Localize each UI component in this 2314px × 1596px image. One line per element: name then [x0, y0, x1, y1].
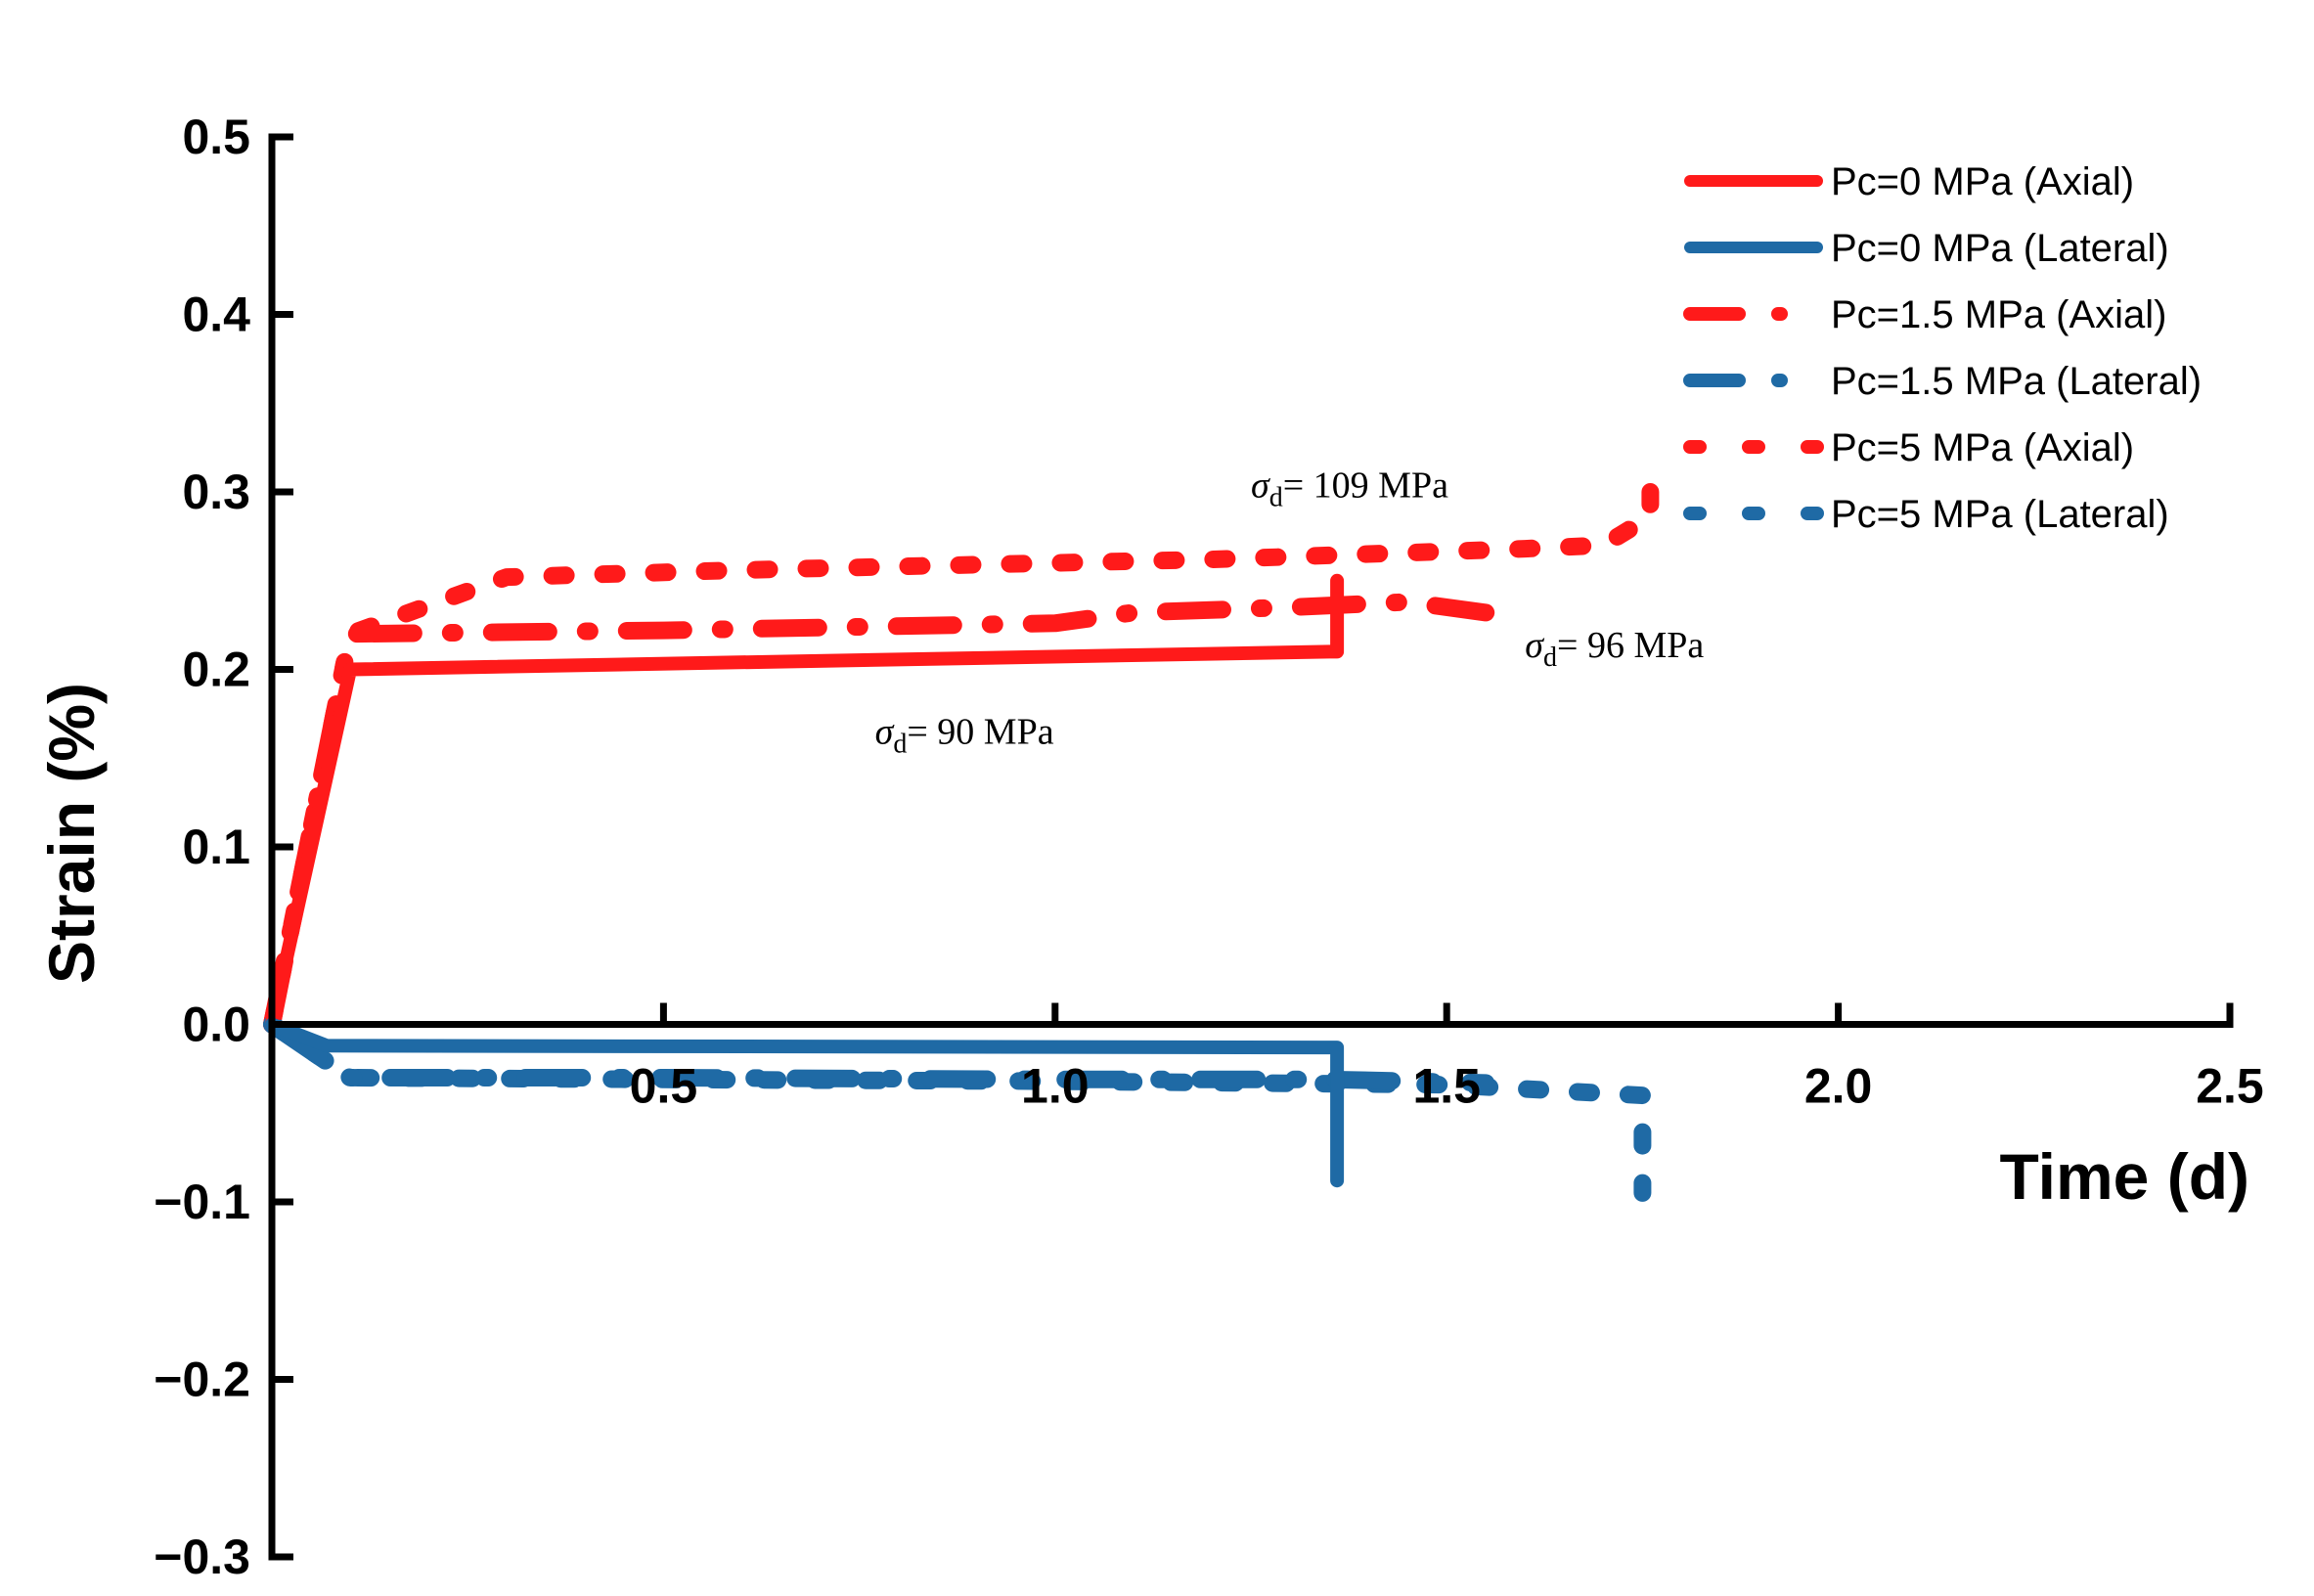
series-line-3	[263, 593, 1495, 1034]
legend-label: Pc=1.5 MPa (Lateral)	[1831, 360, 2202, 403]
series-line-1	[265, 573, 1345, 1032]
stress-annotation: σd= 90 MPa	[875, 712, 1054, 760]
x-axis-title: Time (d)	[2000, 1140, 2249, 1213]
annotations: σd= 90 MPa σd= 109 MPa σd= 96 MPa	[875, 465, 1705, 759]
series-line-4	[263, 1015, 1495, 1092]
legend-label: Pc=5 MPa (Lateral)	[1831, 493, 2169, 536]
y-tick-label: 0.5	[182, 110, 250, 164]
series-line-2	[265, 1017, 1345, 1188]
y-tick-label: 0.1	[182, 820, 250, 874]
legend-label: Pc=0 MPa (Lateral)	[1831, 227, 2169, 270]
x-tick-label: 1.0	[1021, 1059, 1090, 1114]
ticks: 0.5 0.4 0.3 0.2 0.1 0.0 −0.1 −0.2 −0.3 0.5 1.0 1.5 2…	[154, 110, 2263, 1584]
stress-annotation: σd= 96 MPa	[1525, 625, 1704, 673]
legend-label: Pc=5 MPa (Axial)	[1831, 426, 2134, 469]
series-layer	[263, 483, 1660, 1202]
y-tick-label: −0.3	[154, 1530, 250, 1584]
legend: Pc=0 MPa (Axial) Pc=0 MPa (Lateral) Pc=1.5…	[1683, 160, 2202, 536]
stress-annotation: σd= 109 MPa	[1251, 465, 1448, 512]
legend-label: Pc=1.5 MPa (Axial)	[1831, 293, 2166, 336]
legend-label: Pc=0 MPa (Axial)	[1831, 160, 2134, 203]
series-line-5	[263, 483, 1660, 1034]
y-tick-label: −0.1	[154, 1175, 250, 1229]
y-axis-title: Strain (%)	[35, 683, 108, 984]
y-tick-label: 0.3	[182, 465, 250, 519]
x-tick-label: 1.5	[1412, 1059, 1481, 1114]
x-tick-label: 2.0	[1804, 1059, 1873, 1114]
axes	[268, 133, 2234, 1561]
x-tick-label: 2.5	[2196, 1059, 2264, 1114]
y-tick-label: 0.0	[182, 998, 250, 1052]
y-tick-label: −0.2	[154, 1352, 250, 1407]
x-tick-label: 0.5	[630, 1059, 698, 1114]
y-tick-label: 0.4	[182, 288, 250, 342]
y-tick-label: 0.2	[182, 643, 250, 697]
